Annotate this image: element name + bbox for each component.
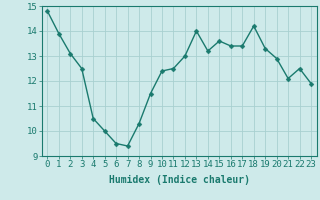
- X-axis label: Humidex (Indice chaleur): Humidex (Indice chaleur): [109, 175, 250, 185]
